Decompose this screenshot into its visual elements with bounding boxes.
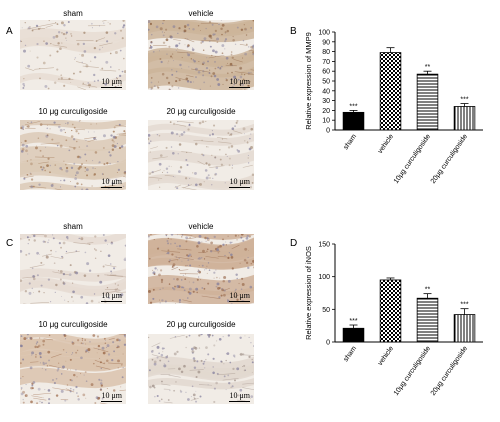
y-tick-label: 20 xyxy=(322,108,330,115)
significance-label: *** xyxy=(460,302,468,309)
panel-c-caption-1: sham xyxy=(63,222,83,231)
bar-10μg-curculigoside xyxy=(416,73,439,131)
y-axis-label: Relative expression of iNOS xyxy=(304,246,313,340)
significance-label: *** xyxy=(460,97,468,104)
significance-label: ** xyxy=(425,64,431,71)
panel-a-label: A xyxy=(6,26,13,37)
micrograph-c-sham: 10 μm xyxy=(20,234,126,304)
x-tick-label: 10μg curculigoside xyxy=(393,345,432,397)
panel-b-label: B xyxy=(290,26,297,37)
x-tick-label: 10μg curculigoside xyxy=(393,133,432,185)
y-tick-label: 90 xyxy=(322,39,330,46)
x-tick-label: 20μg curculigoside xyxy=(430,345,469,397)
micrograph-a-sham: 10 μm xyxy=(20,20,126,90)
micrograph-c-vehicle: 10 μm xyxy=(148,234,254,304)
panel-a-caption-4: 20 μg curculigoside xyxy=(166,107,236,116)
y-tick-label: 40 xyxy=(322,88,330,95)
y-tick-label: 80 xyxy=(322,49,330,56)
panel-a-caption-2: vehicle xyxy=(188,9,214,18)
y-tick-label: 100 xyxy=(318,274,330,281)
significance-label: *** xyxy=(349,103,357,110)
bar-20μg-curculigoside xyxy=(453,106,476,131)
panel-c-caption-3: 10 μg curculigoside xyxy=(38,320,108,329)
bar-vehicle xyxy=(379,279,402,343)
y-tick-label: 0 xyxy=(326,340,330,347)
scale-bar: 10 μm xyxy=(101,177,122,188)
bar-20μg-curculigoside xyxy=(453,314,476,343)
scale-bar: 10 μm xyxy=(101,291,122,302)
micrograph-a-20ug: 10 μm xyxy=(148,120,254,190)
panel-d-label: D xyxy=(290,238,298,249)
y-tick-label: 10 xyxy=(322,118,330,125)
x-tick-label: sham xyxy=(343,133,359,151)
scale-bar: 10 μm xyxy=(229,177,250,188)
panel-c-caption-4: 20 μg curculigoside xyxy=(166,320,236,329)
x-tick-label: 20μg curculigoside xyxy=(430,133,469,185)
y-tick-label: 50 xyxy=(322,307,330,314)
y-tick-label: 50 xyxy=(322,79,330,86)
panel-a-caption-3: 10 μg curculigoside xyxy=(38,107,108,116)
micrograph-c-20ug: 10 μm xyxy=(148,334,254,404)
mmp9-bar-chart: 0 10 20 30 40 50 60 70 80 90 100 Relative expressio… xyxy=(304,30,483,185)
scale-bar: 10 μm xyxy=(229,77,250,88)
inos-bar-chart: 0 50 100 150 Relative expression of iNOS *** s… xyxy=(304,242,483,397)
micrograph-a-vehicle: 10 μm xyxy=(148,20,254,90)
y-tick-label: 150 xyxy=(318,242,330,249)
panel-c-caption-2: vehicle xyxy=(188,222,214,231)
bar-10μg-curculigoside xyxy=(416,297,439,343)
y-tick-label: 0 xyxy=(326,128,330,135)
bar-sham xyxy=(342,327,365,343)
bar-vehicle xyxy=(379,52,402,131)
panel-c-label: C xyxy=(6,238,14,249)
significance-label: ** xyxy=(425,287,431,294)
x-tick-label: sham xyxy=(343,345,359,363)
y-tick-label: 30 xyxy=(322,98,330,105)
significance-label: *** xyxy=(349,318,357,325)
x-tick-label: vehicle xyxy=(377,133,395,155)
panel-a-caption-1: sham xyxy=(63,9,83,18)
x-tick-label: vehicle xyxy=(377,345,395,367)
y-tick-label: 60 xyxy=(322,69,330,76)
scale-bar: 10 μm xyxy=(229,391,250,402)
bar-sham xyxy=(342,111,365,131)
scale-bar: 10 μm xyxy=(229,291,250,302)
y-tick-label: 70 xyxy=(322,59,330,66)
micrograph-a-10ug: 10 μm xyxy=(20,120,126,190)
y-tick-label: 100 xyxy=(318,30,330,37)
scale-bar: 10 μm xyxy=(101,77,122,88)
micrograph-c-10ug: 10 μm xyxy=(20,334,126,404)
scale-bar: 10 μm xyxy=(101,391,122,402)
y-axis-label: Relative expression of MMP9 xyxy=(304,32,313,130)
